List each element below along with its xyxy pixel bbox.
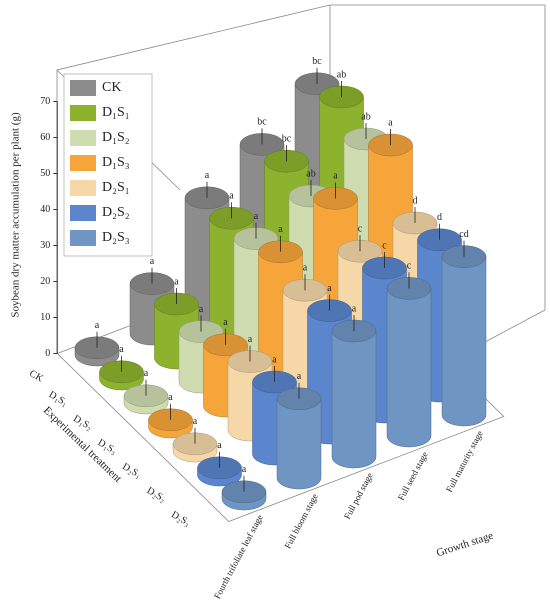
significance-label: a	[297, 371, 302, 382]
y-tick-label: 60	[40, 132, 50, 143]
x-tick-label: Full pod stage	[342, 471, 375, 521]
legend-label: D₁S₂	[102, 130, 130, 145]
bar	[331, 315, 377, 469]
bar	[221, 475, 267, 511]
significance-label: a	[95, 320, 100, 331]
significance-label: a	[278, 224, 283, 235]
significance-label: a	[150, 256, 155, 267]
legend-label: D₁S₁	[102, 105, 130, 120]
bar	[386, 272, 432, 448]
bar-body	[276, 398, 322, 490]
significance-label: a	[327, 283, 332, 294]
significance-label: c	[407, 261, 412, 272]
bar	[172, 427, 218, 463]
significance-label: a	[144, 368, 149, 379]
legend-swatch	[70, 155, 96, 171]
significance-label: a	[333, 171, 338, 182]
significance-label: ab	[337, 69, 346, 80]
bar	[197, 451, 242, 487]
y-axis-title: Soybean dry matter accumulation per plan…	[10, 112, 22, 318]
significance-label: a	[242, 464, 247, 475]
significance-label: a	[388, 117, 393, 128]
legend-label: D₂S₁	[102, 180, 130, 195]
y-tick-label: 40	[40, 204, 50, 215]
legend-label: D₂S₂	[102, 205, 130, 220]
treatment-label: D₂S₃	[169, 509, 192, 528]
significance-label: cd	[459, 229, 468, 240]
bar	[99, 355, 144, 391]
bar	[441, 240, 487, 427]
legend-swatch	[70, 230, 96, 246]
bar-body	[441, 256, 487, 427]
y-tick-label: 20	[40, 276, 50, 287]
bar	[276, 382, 322, 490]
treatment-label: CK	[27, 368, 45, 385]
significance-label: c	[358, 223, 363, 234]
y-tick-label: 10	[40, 312, 50, 323]
significance-label: ab	[361, 111, 370, 122]
legend-swatch	[70, 130, 96, 146]
significance-label: a	[119, 344, 124, 355]
significance-label: a	[303, 262, 308, 273]
legend-label: D₂S₃	[102, 230, 130, 245]
significance-label: a	[229, 190, 234, 201]
legend-swatch	[70, 205, 96, 221]
significance-label: a	[217, 440, 222, 451]
significance-label: ab	[306, 168, 315, 179]
x-tick-label: Full maturity stage	[444, 429, 485, 494]
treatment-label: D₂S₁	[120, 461, 143, 480]
y-tick-label: 0	[45, 348, 50, 359]
significance-label: d	[413, 195, 418, 206]
x-tick-label: Full bloom stage	[283, 492, 320, 550]
significance-label: bc	[312, 56, 322, 67]
significance-label: a	[223, 317, 228, 328]
significance-label: c	[382, 240, 387, 251]
significance-label: bc	[257, 117, 267, 128]
x-axis-title: Growth stage	[435, 530, 495, 560]
y-tick-label: 70	[40, 96, 50, 107]
legend-label: CK	[102, 80, 121, 95]
significance-label: a	[272, 354, 277, 365]
x-tick-label: Fourth trifoliate leaf stage	[212, 513, 265, 600]
y-tick-label: 50	[40, 168, 50, 179]
significance-label: a	[174, 276, 179, 287]
significance-label: a	[248, 334, 253, 345]
significance-label: a	[193, 416, 198, 427]
bar	[123, 379, 169, 415]
significance-label: a	[168, 392, 173, 403]
x-tick-label: Full seed stage	[396, 450, 430, 502]
significance-label: a	[205, 170, 210, 181]
significance-label: d	[437, 212, 442, 223]
bar-body	[331, 330, 377, 469]
bar	[148, 403, 193, 439]
treatment-label: D₂S₂	[145, 485, 168, 504]
legend: CK D₁S₁ D₁S₂ D₁S₃ D₂S₁ D₂S₂ D₂S₃	[63, 73, 153, 257]
significance-label: a	[254, 211, 259, 222]
legend-label: D₁S₃	[102, 155, 130, 170]
significance-label: bc	[282, 133, 292, 144]
significance-label: a	[352, 303, 357, 314]
bar	[74, 331, 120, 367]
legend-swatch	[70, 80, 96, 96]
y-tick-label: 30	[40, 240, 50, 251]
bar-body	[386, 288, 432, 448]
legend-swatch	[70, 180, 96, 196]
legend-swatch	[70, 105, 96, 121]
significance-label: a	[199, 304, 204, 315]
